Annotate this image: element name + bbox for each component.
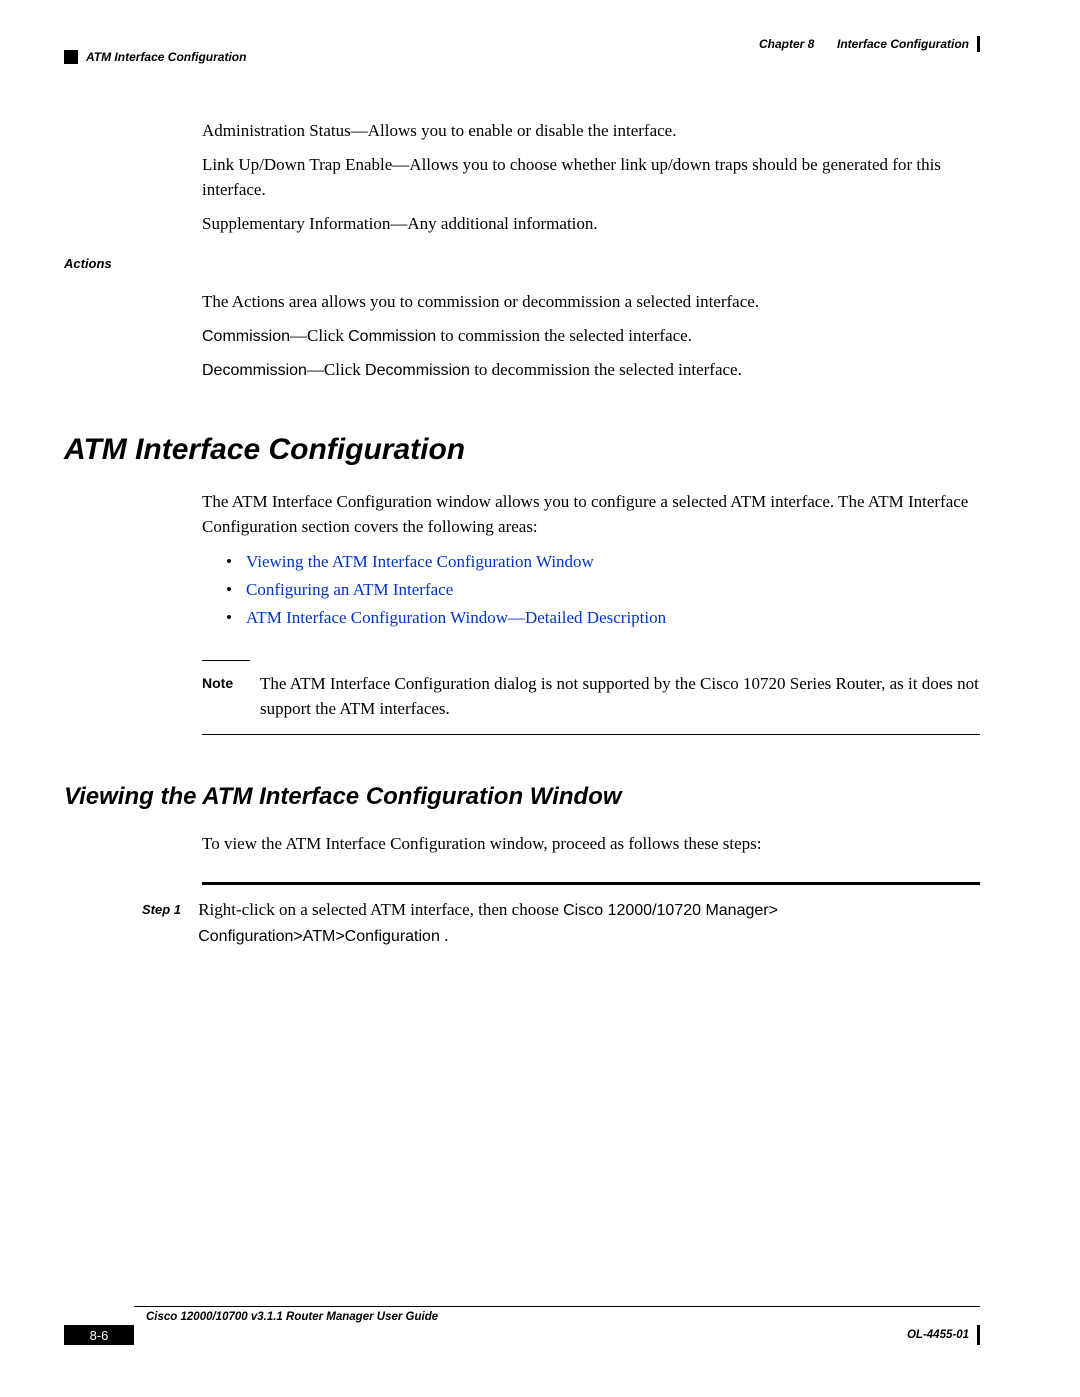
- page-number: 8-6: [64, 1325, 134, 1345]
- page-header: Chapter 8 Interface Configuration: [759, 36, 980, 52]
- commission-pre: Commission: [202, 328, 290, 345]
- decommission-mid: —Click: [307, 360, 365, 379]
- link-configuring[interactable]: Configuring an ATM Interface: [246, 576, 453, 604]
- link-detailed[interactable]: ATM Interface Configuration Window—Detai…: [246, 604, 666, 632]
- intro-p1: Administration Status—Allows you to enab…: [202, 118, 980, 144]
- atm-intro: The ATM Interface Configuration window a…: [202, 489, 980, 540]
- decommission-pre: Decommission: [202, 362, 307, 379]
- header-title: Interface Configuration: [837, 37, 969, 51]
- section-marker: ATM Interface Configuration: [64, 50, 246, 64]
- actions-para: The Actions area allows you to commissio…: [202, 289, 980, 315]
- bullet-list: • Viewing the ATM Interface Configuratio…: [226, 548, 980, 632]
- note-text: The ATM Interface Configuration dialog i…: [260, 671, 980, 722]
- intro-p3: Supplementary Information—Any additional…: [202, 211, 980, 237]
- decommission-line: Decommission—Click Decommission to decom…: [202, 357, 980, 383]
- commission-post: to commission the selected interface.: [436, 326, 692, 345]
- bullet-item: • Configuring an ATM Interface: [226, 576, 980, 604]
- header-chapter: Chapter 8: [759, 37, 814, 51]
- commission-mid: —Click: [290, 326, 348, 345]
- footer-guide-title: Cisco 12000/10700 v3.1.1 Router Manager …: [146, 1311, 980, 1323]
- decommission-bold: Decommission: [365, 362, 470, 379]
- footer-rule-icon: [134, 1306, 980, 1307]
- bullet-dot-icon: •: [226, 576, 232, 604]
- step-block: Step 1 Right-click on a selected ATM int…: [202, 882, 980, 949]
- bullet-item: • ATM Interface Configuration Window—Det…: [226, 604, 980, 632]
- view-para: To view the ATM Interface Configuration …: [202, 831, 980, 857]
- bullet-dot-icon: •: [226, 548, 232, 576]
- step-text: Right-click on a selected ATM interface,…: [198, 897, 980, 949]
- square-icon: [64, 50, 78, 64]
- footer-docid: OL-4455-01: [134, 1325, 977, 1345]
- page-footer: Cisco 12000/10700 v3.1.1 Router Manager …: [64, 1306, 980, 1345]
- step-label: Step 1: [142, 897, 198, 949]
- commission-line: Commission—Click Commission to commissio…: [202, 323, 980, 349]
- step-pre: Right-click on a selected ATM interface,…: [198, 900, 563, 919]
- content-area: Administration Status—Allows you to enab…: [64, 118, 980, 949]
- commission-bold: Commission: [348, 328, 436, 345]
- step-rule-icon: [202, 882, 980, 885]
- note-block: Note The ATM Interface Configuration dia…: [202, 660, 980, 735]
- note-rule-bottom-icon: [202, 734, 980, 735]
- section-name: ATM Interface Configuration: [86, 50, 246, 64]
- actions-heading: Actions: [64, 256, 980, 271]
- step-post: .: [440, 926, 449, 945]
- note-rule-top-icon: [202, 660, 250, 661]
- link-viewing[interactable]: Viewing the ATM Interface Configuration …: [246, 548, 594, 576]
- bullet-dot-icon: •: [226, 604, 232, 632]
- bullet-item: • Viewing the ATM Interface Configuratio…: [226, 548, 980, 576]
- decommission-post: to decommission the selected interface.: [470, 360, 742, 379]
- h1-atm-config: ATM Interface Configuration: [64, 433, 980, 467]
- intro-p2: Link Up/Down Trap Enable—Allows you to c…: [202, 152, 980, 203]
- footer-end-bar-icon: [977, 1325, 980, 1345]
- header-rule-icon: [977, 36, 980, 52]
- h2-viewing: Viewing the ATM Interface Configuration …: [64, 783, 980, 811]
- note-label: Note: [202, 671, 242, 722]
